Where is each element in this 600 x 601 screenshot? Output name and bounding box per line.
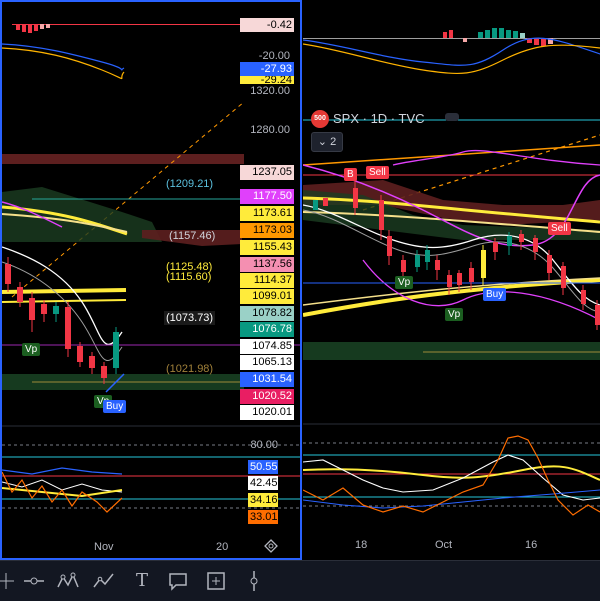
price-axis-label: 1076.78 (240, 322, 294, 337)
price-axis-tick: 1320.00 (250, 85, 290, 97)
rsi-yellow (2, 487, 123, 498)
level-label: (1115.60) (166, 271, 212, 283)
cloud (2, 187, 162, 242)
level-label: (1125.48) (166, 261, 213, 273)
price-axis-label: 1177.50 (240, 189, 294, 204)
drawing-toolbar: T (0, 560, 600, 601)
trend-dashed-line (11, 101, 245, 298)
level-label: (1021.98) (166, 363, 214, 375)
time-axis-label: 20 (216, 541, 229, 553)
chart-settings-icon[interactable] (264, 539, 278, 553)
level-label: (1157.46) (169, 230, 216, 242)
rsi-value-label: 50.55 (248, 460, 278, 474)
price-axis-label: 1020.01 (240, 405, 294, 420)
macd-histogram (303, 28, 600, 46)
volume-profile-tag[interactable]: Vp (395, 276, 414, 289)
rsi-white (303, 454, 600, 501)
left-chart-canvas[interactable] (2, 2, 302, 558)
right-chart-pane[interactable]: 500 SPX · 1D · TVC ⌄ 2 B Sell Sell Vp Vp… (303, 0, 600, 560)
sell-signal-tag[interactable]: Sell (366, 166, 389, 179)
price-axis-label: 1155.43 (240, 240, 294, 255)
cursor-icon[interactable] (0, 569, 18, 593)
sell-signal-tag[interactable]: Sell (548, 222, 571, 235)
macd-line (2, 43, 125, 71)
support-zone (303, 342, 600, 360)
pattern-icon[interactable] (56, 569, 80, 593)
volume-profile-tag[interactable]: Vp (445, 308, 464, 321)
bollinger-upper (2, 201, 63, 228)
rsi-yellow (303, 465, 600, 481)
chevron-down-icon: ⌄ (317, 136, 328, 148)
price-axis-label: 1078.82 (240, 306, 294, 321)
bollinger-top (392, 149, 600, 166)
horizontal-line-icon[interactable] (22, 569, 46, 593)
cloud-bear (303, 180, 600, 225)
price-axis-label: 1137.56 (240, 257, 294, 272)
buy-signal-tag[interactable]: Buy (103, 400, 127, 413)
level-label: (1209.21) (166, 178, 214, 190)
price-axis-label: 1173.61 (240, 206, 294, 221)
time-axis-label: Oct (435, 539, 453, 551)
left-chart-pane[interactable]: -0.42 -20.00 -27.93 -29.24 1320.00 1280.… (0, 0, 302, 560)
macd-line (303, 37, 600, 66)
buy-arrow (105, 373, 125, 393)
indicator-count: 2 (330, 136, 337, 148)
b-signal-tag[interactable]: B (344, 168, 357, 181)
sma-mid (2, 213, 128, 233)
symbol-logo: 500 (311, 110, 329, 128)
rsi-orange (2, 471, 123, 513)
osc-value-label: -29.24 (240, 76, 294, 84)
indicators-collapse-button[interactable]: ⌄ 2 (311, 132, 343, 152)
sma-mid (303, 211, 600, 233)
sma-100 (303, 277, 600, 306)
signal-line (303, 43, 600, 74)
callout-icon[interactable] (166, 569, 190, 593)
price-axis-label: 1020.52 (240, 389, 294, 404)
time-axis-label: 16 (525, 539, 538, 551)
cloud-bear (142, 230, 242, 246)
price-axis-label: 1074.85 (240, 339, 294, 354)
rsi-blue (2, 467, 123, 475)
measure-icon[interactable] (204, 569, 228, 593)
volume-profile-tag[interactable]: Vp (22, 343, 41, 356)
right-chart-canvas[interactable] (303, 0, 600, 560)
level-label: (1073.73) (164, 311, 216, 325)
signal-line (2, 47, 125, 80)
candles (313, 180, 600, 330)
sma-long (303, 196, 600, 224)
osc-value-label: -20.00 (258, 50, 290, 62)
time-axis-label: 18 (355, 539, 368, 551)
rsi-value-label: 33.01 (248, 510, 278, 524)
macd-value-label: -0.42 (240, 18, 294, 32)
price-axis-tick: 1280.00 (250, 124, 290, 136)
bollinger-upper (303, 164, 600, 247)
macd-histogram (12, 24, 242, 33)
rsi-value-label: 42.45 (248, 476, 278, 490)
ema-fast (2, 246, 123, 346)
vertical-line-icon[interactable] (242, 569, 266, 593)
price-axis-label: 1065.13 (240, 355, 294, 370)
legend-toggle[interactable] (445, 113, 459, 121)
price-axis-label: 1237.05 (240, 165, 294, 180)
buy-signal-tag[interactable]: Buy (483, 288, 507, 301)
osc-value-label: -27.93 (240, 62, 294, 76)
price-axis-label: 1099.01 (240, 289, 294, 304)
resistance-zone (2, 154, 244, 164)
rsi-level-label: 80.00 (250, 439, 278, 451)
candles (5, 257, 119, 384)
price-axis-label: 1173.03 (240, 223, 294, 238)
price-axis-label: 1031.54 (240, 372, 294, 387)
rsi-value-label: 34.16 (248, 493, 278, 507)
symbol-legend[interactable]: SPX · 1D · TVC (333, 111, 425, 126)
trend-icon[interactable] (92, 569, 116, 593)
bollinger-lower (362, 259, 600, 321)
time-axis-label: Nov (94, 541, 114, 553)
text-icon[interactable]: T (135, 570, 148, 591)
rsi-orange (303, 435, 600, 516)
ema-slow (2, 261, 123, 361)
price-axis-label: 1114.37 (240, 273, 294, 288)
rsi-blue (303, 489, 600, 509)
